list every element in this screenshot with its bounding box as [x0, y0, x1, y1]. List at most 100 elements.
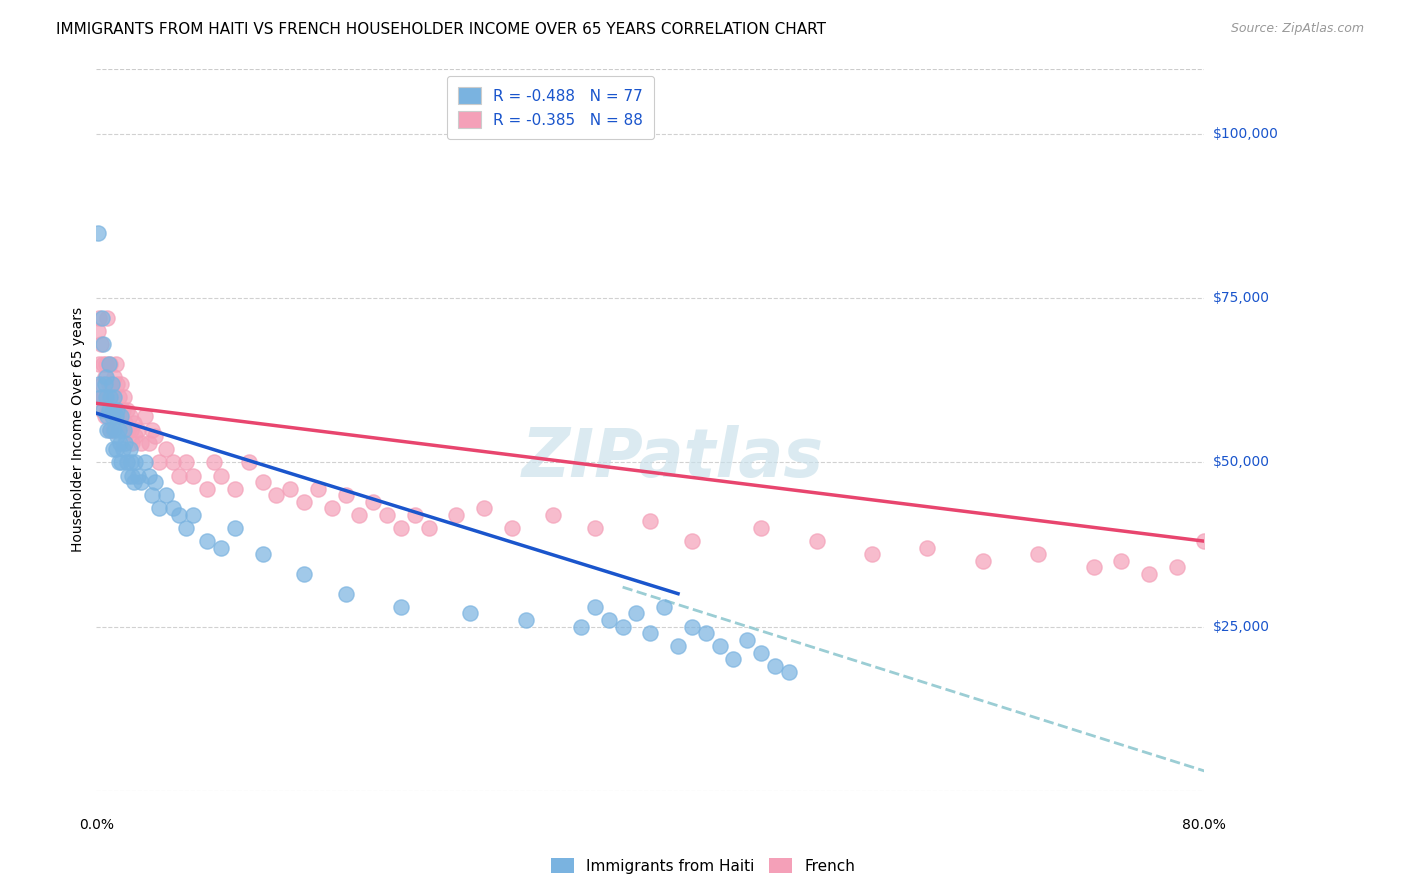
Point — [446, 508, 468, 522]
Point — [115, 455, 138, 469]
Point — [143, 429, 166, 443]
Text: $75,000: $75,000 — [1212, 292, 1270, 305]
Point — [723, 652, 745, 666]
Point — [252, 475, 274, 489]
Point — [96, 403, 118, 417]
Point — [1083, 560, 1105, 574]
Point — [501, 521, 523, 535]
Point — [917, 541, 939, 555]
Point — [114, 416, 136, 430]
Point — [110, 409, 132, 424]
Point — [806, 534, 828, 549]
Point — [129, 435, 152, 450]
Point — [363, 495, 385, 509]
Point — [138, 468, 160, 483]
Point — [87, 226, 110, 240]
Point — [307, 482, 329, 496]
Point — [124, 429, 146, 443]
Point — [202, 455, 225, 469]
Point — [90, 310, 112, 325]
Point — [105, 376, 128, 391]
Point — [681, 619, 703, 633]
Point — [181, 468, 204, 483]
Point — [148, 455, 170, 469]
Point — [375, 508, 398, 522]
Point — [652, 599, 675, 614]
Point — [107, 423, 129, 437]
Point — [763, 659, 786, 673]
Point — [252, 547, 274, 561]
Text: $50,000: $50,000 — [1212, 456, 1270, 469]
Point — [148, 501, 170, 516]
Point — [1166, 560, 1188, 574]
Point — [224, 482, 246, 496]
Point — [335, 587, 357, 601]
Point — [389, 599, 412, 614]
Point — [121, 468, 143, 483]
Point — [695, 626, 717, 640]
Point — [143, 475, 166, 489]
Point — [141, 423, 163, 437]
Point — [778, 665, 800, 680]
Y-axis label: Householder Income Over 65 years: Householder Income Over 65 years — [72, 307, 86, 552]
Legend: R = -0.488   N = 77, R = -0.385   N = 88: R = -0.488 N = 77, R = -0.385 N = 88 — [447, 76, 654, 139]
Point — [120, 455, 142, 469]
Point — [100, 376, 122, 391]
Point — [93, 409, 115, 424]
Point — [87, 324, 110, 338]
Point — [100, 409, 122, 424]
Point — [1137, 566, 1160, 581]
Point — [103, 370, 125, 384]
Point — [103, 390, 125, 404]
Point — [104, 409, 127, 424]
Point — [100, 403, 122, 417]
Point — [90, 403, 112, 417]
Point — [418, 521, 440, 535]
Point — [209, 541, 232, 555]
Point — [292, 566, 315, 581]
Point — [87, 357, 110, 371]
Point — [122, 416, 145, 430]
Point — [138, 435, 160, 450]
Point — [162, 455, 184, 469]
Point — [134, 455, 156, 469]
Point — [104, 442, 127, 457]
Point — [176, 455, 198, 469]
Point — [176, 521, 198, 535]
Point — [107, 390, 129, 404]
Point — [458, 607, 481, 621]
Point — [124, 455, 146, 469]
Point — [117, 423, 139, 437]
Point — [96, 409, 118, 424]
Point — [666, 639, 689, 653]
Text: 80.0%: 80.0% — [1182, 818, 1226, 832]
Point — [169, 468, 191, 483]
Point — [612, 619, 634, 633]
Point — [129, 475, 152, 489]
Point — [335, 488, 357, 502]
Text: $25,000: $25,000 — [1212, 620, 1270, 633]
Point — [195, 534, 218, 549]
Point — [181, 508, 204, 522]
Point — [91, 357, 114, 371]
Point — [96, 310, 118, 325]
Point — [735, 632, 758, 647]
Point — [266, 488, 288, 502]
Point — [1194, 534, 1216, 549]
Text: Source: ZipAtlas.com: Source: ZipAtlas.com — [1230, 22, 1364, 36]
Point — [389, 521, 412, 535]
Point — [104, 357, 127, 371]
Point — [93, 376, 115, 391]
Point — [110, 455, 132, 469]
Point — [94, 370, 117, 384]
Point — [121, 435, 143, 450]
Point — [87, 376, 110, 391]
Point — [111, 403, 134, 417]
Point — [103, 423, 125, 437]
Point — [91, 403, 114, 417]
Point — [238, 455, 260, 469]
Point — [110, 376, 132, 391]
Point — [169, 508, 191, 522]
Text: IMMIGRANTS FROM HAITI VS FRENCH HOUSEHOLDER INCOME OVER 65 YEARS CORRELATION CHA: IMMIGRANTS FROM HAITI VS FRENCH HOUSEHOL… — [56, 22, 827, 37]
Point — [93, 370, 115, 384]
